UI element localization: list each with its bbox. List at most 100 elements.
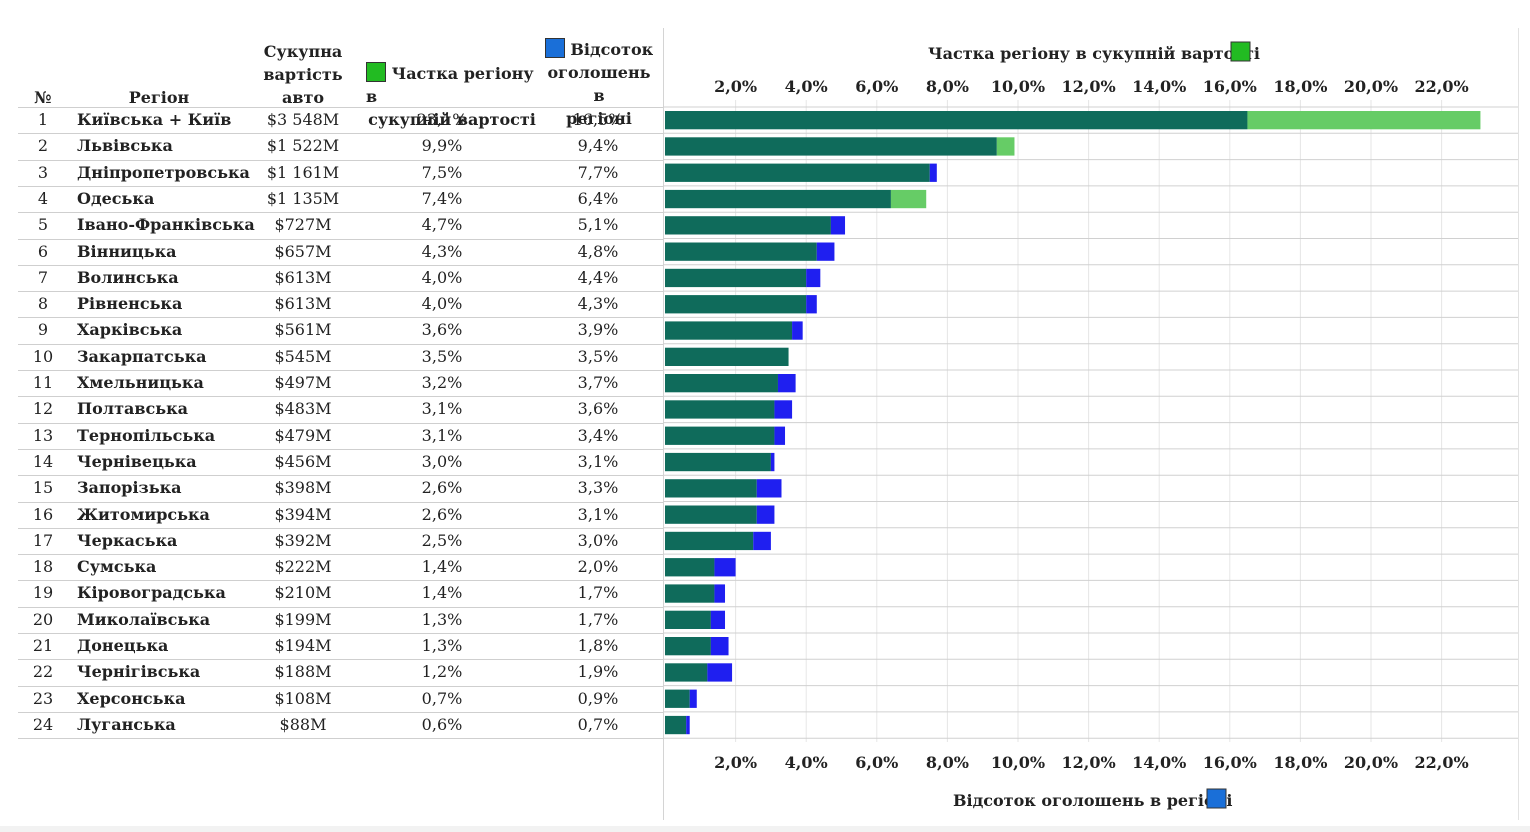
bar-common [665, 689, 690, 708]
row-share: 2,5% [421, 530, 463, 550]
row-region: Луганська [77, 714, 176, 734]
header-total-value-line3: авто [281, 88, 325, 107]
top-tick-label: 6,0% [855, 77, 898, 96]
bar-ads-excess [774, 400, 793, 419]
row-value: $199M [274, 609, 332, 629]
row-region: Львівська [77, 136, 173, 156]
bottom-tick-label: 20,0% [1344, 753, 1398, 772]
bar-common [665, 163, 930, 182]
row-num: 2 [37, 136, 49, 156]
bar-common [665, 137, 997, 156]
bar-common [665, 426, 775, 445]
bar-ads-excess [816, 242, 835, 261]
top-tick-label: 22,0% [1415, 77, 1469, 96]
row-share: 3,5% [421, 346, 463, 366]
table-row-line [18, 159, 663, 161]
row-ads: 3,7% [577, 373, 619, 392]
ads-legend-swatch [544, 38, 565, 58]
row-num: 11 [32, 373, 54, 392]
top-tick-label: 8,0% [926, 77, 969, 96]
bar-common [665, 189, 891, 209]
header-total-value: Сукупна вартість авто [248, 40, 358, 109]
row-ads: 9,4% [577, 136, 619, 156]
row-num: 7 [37, 267, 49, 287]
row-num: 21 [32, 636, 54, 655]
row-num: 18 [32, 557, 54, 577]
table-row-line [18, 659, 663, 661]
row-num: 4 [37, 188, 49, 208]
row-value: $210M [274, 583, 332, 603]
row-ads: 3,0% [577, 530, 619, 550]
data-table: 1 Київська + Київ $3 548M 23,1% 16,5% 2 Львівс… [0, 0, 663, 832]
row-ads: 4,8% [577, 241, 619, 261]
row-value: $3 548M [266, 110, 340, 129]
bottom-tick-label: 8,0% [926, 753, 969, 772]
table-row-line [18, 448, 663, 450]
header-share-line2: сукупній вартості [368, 110, 536, 129]
row-num: 5 [37, 215, 49, 235]
row-num: 13 [32, 425, 54, 445]
bottom-tick-label: 6,0% [855, 753, 898, 772]
bar-common [665, 531, 754, 551]
table-row-line [18, 343, 663, 345]
table-row-line [18, 264, 663, 266]
bar-common [665, 321, 793, 340]
bottom-axis-legend-swatch [1206, 788, 1227, 809]
row-ads: 6,4% [577, 188, 619, 208]
bar-common [665, 637, 711, 656]
row-value: $561M [274, 320, 332, 340]
table-chart-divider [663, 28, 664, 820]
bottom-tick-label: 22,0% [1415, 753, 1469, 772]
top-axis-legend-swatch [1230, 41, 1251, 62]
table-row-line [18, 685, 663, 687]
bar-common [665, 374, 778, 393]
row-value: $398M [274, 478, 332, 498]
row-num: 16 [32, 504, 54, 524]
table-row-line [18, 317, 663, 319]
top-tick-label: 4,0% [785, 77, 828, 96]
row-num: 15 [32, 478, 54, 498]
row-ads: 1,7% [577, 609, 619, 629]
row-region: Вінницька [77, 241, 177, 261]
table-row-line [18, 212, 663, 214]
row-value: $613M [274, 294, 332, 314]
row-region: Чернівецька [77, 451, 197, 471]
row-ads: 3,5% [577, 346, 619, 366]
row-ads: 3,4% [577, 425, 619, 445]
row-share: 3,6% [421, 320, 463, 340]
bar-ads-excess [714, 584, 726, 603]
bar-common [665, 216, 831, 235]
bar-common [665, 268, 807, 288]
row-share: 3,1% [421, 425, 463, 445]
table-row-line [18, 633, 663, 634]
bar-common [665, 242, 817, 261]
row-ads: 3,9% [577, 320, 619, 340]
top-tick-label: 12,0% [1062, 77, 1116, 96]
table-row-line [18, 527, 663, 529]
row-value: $1 135M [266, 188, 340, 208]
row-num: 20 [32, 609, 54, 629]
table-row-line [18, 580, 663, 582]
row-value: $392M [274, 530, 332, 550]
row-value: $88M [279, 714, 327, 734]
row-share: 3,0% [421, 451, 463, 471]
row-share: 4,0% [421, 267, 463, 287]
bar-ads-excess [686, 715, 690, 735]
header-ads: Відсоток оголошень в регіоні [540, 38, 658, 130]
row-share: 2,6% [421, 504, 463, 524]
bar-ads-excess [806, 268, 821, 288]
bar-ads-excess [830, 216, 846, 235]
row-value: $613M [274, 267, 332, 287]
header-num: № [34, 88, 52, 107]
row-region: Хмельницька [77, 373, 204, 392]
row-share: 1,4% [421, 583, 463, 603]
bar-common [665, 505, 757, 524]
bottom-tick-label: 12,0% [1062, 753, 1116, 772]
bottom-tick-label: 2,0% [714, 753, 757, 772]
header-share-line1: Частка регіону в [362, 62, 542, 108]
bar-chart: 2,0% 2,0% 4,0% 4,0% 6,0% 6,0% 8,0% 8,0% 10,0% 10,… [663, 41, 1518, 810]
row-ads: 3,1% [577, 451, 619, 471]
row-share: 4,3% [421, 241, 463, 261]
bar-share-excess [996, 137, 1015, 156]
row-share: 1,3% [421, 609, 463, 629]
